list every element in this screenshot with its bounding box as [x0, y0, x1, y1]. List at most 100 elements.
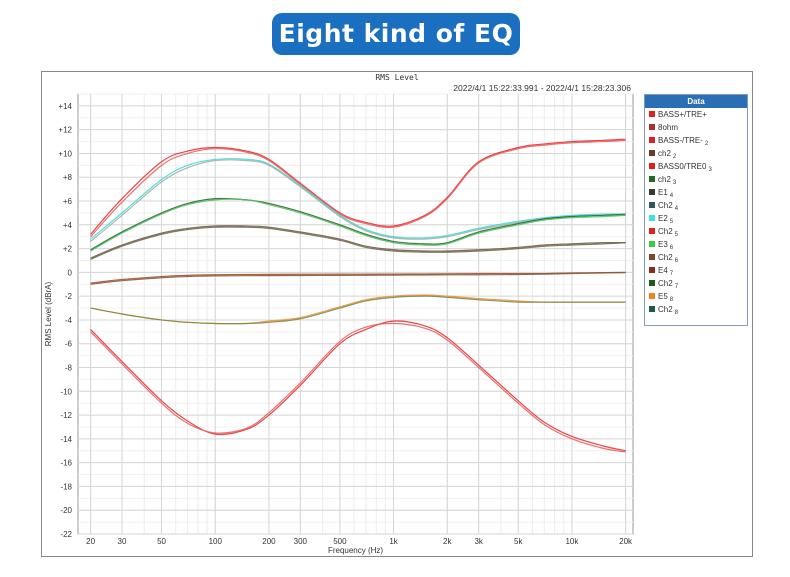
legend-item[interactable]: E3 6	[645, 238, 747, 251]
legend-label: Ch2	[658, 279, 673, 288]
y-tick-label: -4	[65, 316, 73, 325]
legend-items: BASS+/TRE+ 8ohm BASS-/TRE- 2 ch2 2 BASS0/TRE0 3…	[645, 108, 747, 316]
y-tick-label: 0	[68, 268, 73, 277]
legend-item[interactable]: E2 5	[645, 212, 747, 225]
x-tick-label: 100	[209, 537, 223, 546]
legend-item[interactable]: E5 8	[645, 290, 747, 303]
legend-swatch	[649, 253, 655, 260]
y-tick-label: -16	[60, 459, 72, 468]
y-tick-label: +8	[63, 173, 73, 182]
legend-swatch	[649, 305, 655, 312]
legend-label: Ch2	[658, 201, 673, 210]
legend-swatch	[649, 201, 655, 208]
x-tick-label: 1k	[389, 537, 398, 546]
legend-item[interactable]: ch2 3	[645, 173, 747, 186]
legend-label: E5	[658, 292, 668, 301]
legend-subscript: 8	[669, 297, 674, 303]
legend-subscript: 3	[708, 167, 712, 173]
legend-swatch	[649, 227, 655, 234]
y-tick-label: +2	[63, 245, 73, 254]
y-axis-label: RMS Level (dBrA)	[44, 281, 53, 346]
legend-label: Ch2	[658, 253, 673, 262]
chart-title: RMS Level	[375, 73, 419, 82]
legend-subscript: 4	[674, 206, 679, 212]
x-tick-label: 50	[157, 537, 166, 546]
legend-item[interactable]: 8ohm	[645, 121, 747, 134]
y-tick-label: +6	[63, 197, 73, 206]
legend-label: ch2	[658, 149, 671, 158]
legend-label: BASS+/TRE+	[658, 110, 707, 119]
legend-item[interactable]: BASS+/TRE+	[645, 108, 747, 121]
legend-label: ch2	[658, 175, 671, 184]
y-tick-label: +4	[63, 221, 73, 230]
x-tick-label: 200	[262, 537, 276, 546]
legend-swatch	[649, 149, 655, 156]
legend-subscript: 2	[704, 141, 709, 147]
y-tick-label: -14	[60, 435, 72, 444]
y-tick-label: -18	[60, 482, 72, 491]
legend-subscript: 7	[674, 284, 679, 290]
legend-item[interactable]: Ch2 4	[645, 199, 747, 212]
legend-subscript: 2	[672, 154, 677, 160]
legend-subscript: 5	[669, 219, 674, 225]
x-tick-label: 20	[86, 537, 95, 546]
series-line	[90, 226, 626, 260]
legend-subscript: 8	[674, 310, 679, 316]
legend-swatch	[649, 123, 655, 130]
legend-header: Data	[645, 95, 747, 108]
legend-label: E3	[658, 240, 668, 249]
y-tick-label: -6	[65, 340, 73, 349]
series-line	[90, 139, 626, 238]
x-tick-label: 500	[333, 537, 347, 546]
legend-label: E2	[658, 214, 668, 223]
y-tick-label: +12	[58, 126, 72, 135]
x-tick-label: 3k	[474, 537, 483, 546]
legend-item[interactable]: Ch2 8	[645, 303, 747, 316]
legend-subscript: 7	[669, 271, 674, 277]
legend-subscript: 4	[669, 193, 674, 199]
y-tick-label: +14	[58, 102, 72, 111]
legend-item[interactable]: Ch2 6	[645, 251, 747, 264]
series-line	[90, 322, 626, 453]
plot-svg: 20 30 50 100 200 300 500 1k 2k 3k 5k 10k 20k +14 +12 +1…	[44, 93, 634, 555]
legend-item[interactable]: ch2 2	[645, 147, 747, 160]
legend-item[interactable]: BASS-/TRE- 2	[645, 134, 747, 147]
legend-subscript: 5	[674, 232, 679, 238]
y-tick-label: -10	[60, 387, 72, 396]
x-tick-label: 20k	[619, 537, 633, 546]
legend-swatch	[649, 175, 655, 182]
series-line	[90, 158, 626, 240]
legend-swatch	[649, 136, 655, 143]
legend-item[interactable]: E1 4	[645, 186, 747, 199]
x-tick-label: 300	[294, 537, 308, 546]
x-tick-label: 10k	[565, 537, 579, 546]
series-line	[90, 197, 626, 251]
legend-subscript: 6	[674, 258, 679, 264]
timestamp-range: 2022/4/1 15:22:33.991 - 2022/4/1 15:28:2…	[453, 83, 631, 93]
legend-label: Ch2	[658, 227, 673, 236]
legend-label: BASS0/TRE0	[658, 162, 707, 171]
x-tick-label: 5k	[514, 537, 523, 546]
legend-swatch	[649, 188, 655, 195]
legend-item[interactable]: Ch2 5	[645, 225, 747, 238]
series-line	[90, 225, 626, 259]
legend-label: Ch2	[658, 305, 673, 314]
series-line	[90, 138, 626, 235]
legend-item[interactable]: Ch2 7	[645, 277, 747, 290]
x-tick-label: 30	[118, 537, 127, 546]
series-line	[90, 198, 626, 252]
y-tick-label: -20	[60, 506, 72, 515]
legend-subscript: 3	[672, 180, 677, 186]
y-tick-label: +10	[58, 149, 72, 158]
legend-item[interactable]: E4 7	[645, 264, 747, 277]
legend-swatch	[649, 292, 655, 299]
legend-label: E4	[658, 266, 668, 275]
legend-swatch	[649, 279, 655, 286]
y-tick-label: -22	[60, 530, 72, 539]
x-axis-label: Frequency (Hz)	[328, 546, 383, 555]
legend-swatch	[649, 266, 655, 273]
y-tick-label: -2	[65, 292, 73, 301]
legend-item[interactable]: BASS0/TRE0 3	[645, 160, 747, 173]
legend-label: E1	[658, 188, 668, 197]
page-banner: Eight kind of EQ	[272, 13, 520, 55]
